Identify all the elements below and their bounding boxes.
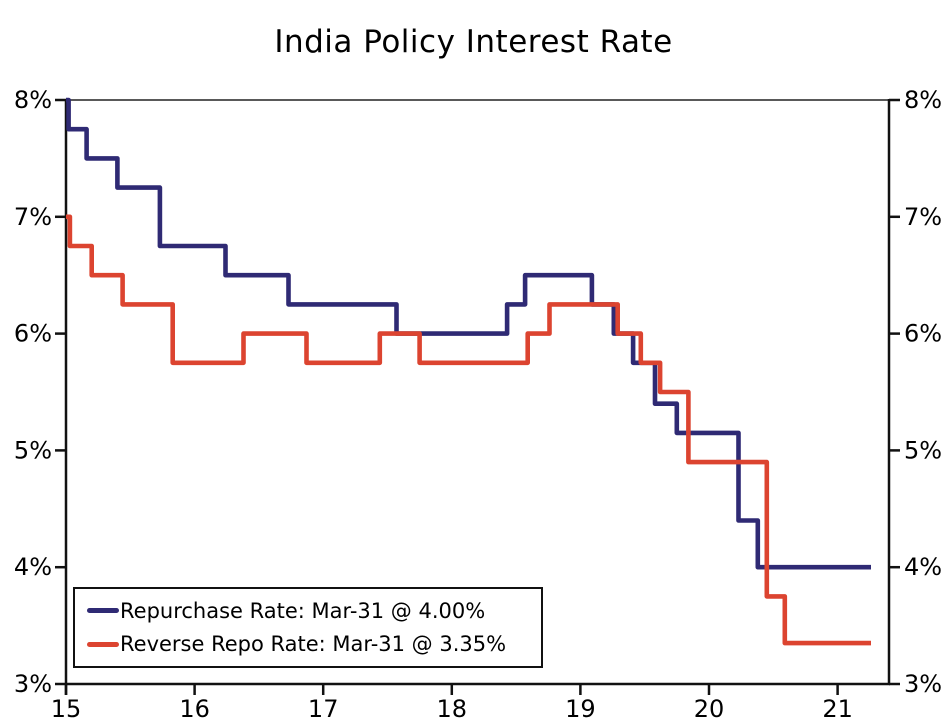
plot-frame xyxy=(64,99,891,695)
y-tick-label-left: 6% xyxy=(14,320,52,348)
y-tick-label-right: 4% xyxy=(904,553,942,581)
y-axis-ticks-right: 8% 7% 6% 5% 4% 3% xyxy=(889,86,942,698)
y-tick-label-left: 7% xyxy=(14,203,52,231)
series-line-reverse-repo-rate xyxy=(66,214,871,646)
x-tick-label: 15 xyxy=(51,695,82,723)
chart-title: India Policy Interest Rate xyxy=(274,24,673,60)
y-tick-label-left: 3% xyxy=(14,670,52,698)
legend-line-swatch-repurchase-rate xyxy=(87,608,119,614)
legend-label-repurchase-rate: Repurchase Rate: Mar-31 @ 4.00% xyxy=(120,598,486,623)
x-tick-label: 19 xyxy=(565,695,596,723)
x-tick-label: 20 xyxy=(694,695,725,723)
y-tick-label-right: 8% xyxy=(904,86,942,114)
y-tick-label-left: 8% xyxy=(14,86,52,114)
legend-item-reverse-repo-rate: Reverse Repo Rate: Mar-31 @ 3.35% xyxy=(87,632,529,656)
legend: Repurchase Rate: Mar-31 @ 4.00% Reverse R… xyxy=(73,587,543,668)
legend-line-swatch-reverse-repo-rate xyxy=(87,641,119,647)
y-tick-label-right: 5% xyxy=(904,436,942,464)
y-tick-label-left: 5% xyxy=(14,436,52,464)
y-tick-label-right: 6% xyxy=(904,320,942,348)
legend-item-repurchase-rate: Repurchase Rate: Mar-31 @ 4.00% xyxy=(87,599,529,623)
series-line-repurchase-rate xyxy=(66,97,871,570)
y-tick-label-right: 3% xyxy=(904,670,942,698)
legend-label-reverse-repo-rate: Reverse Repo Rate: Mar-31 @ 3.35% xyxy=(120,632,507,657)
x-tick-label: 17 xyxy=(308,695,339,723)
x-tick-label: 21 xyxy=(822,695,853,723)
x-tick-label: 16 xyxy=(179,695,210,723)
y-axis-ticks-left: 8% 7% 6% 5% 4% 3% xyxy=(14,86,66,698)
y-tick-label-right: 7% xyxy=(904,203,942,231)
x-tick-label: 18 xyxy=(437,695,468,723)
x-axis-ticks: 15 16 17 18 19 20 21 xyxy=(51,684,853,723)
y-tick-label-left: 4% xyxy=(14,553,52,581)
series-lines xyxy=(66,97,871,646)
